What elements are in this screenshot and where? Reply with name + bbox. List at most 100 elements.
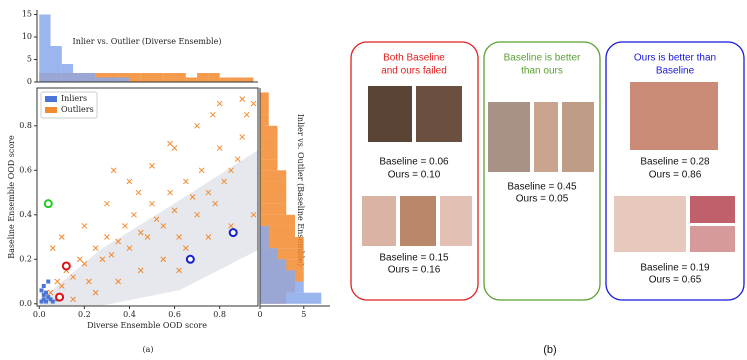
outlier-point bbox=[171, 145, 178, 151]
caption: Ours = 0.05 bbox=[516, 194, 569, 205]
outlier-point bbox=[160, 256, 167, 263]
hist-bar bbox=[61, 64, 74, 82]
hist-bar bbox=[174, 73, 186, 82]
legend-label: Inliers bbox=[61, 94, 87, 103]
outlier-point bbox=[144, 234, 151, 240]
y-axis-label: Baseline Ensemble OOD score bbox=[7, 135, 16, 259]
photo bbox=[630, 82, 718, 150]
x-tick-label: 0.6 bbox=[168, 310, 181, 319]
hist-bar bbox=[219, 77, 231, 82]
photo bbox=[690, 196, 735, 223]
hist-bar bbox=[260, 259, 287, 271]
density-band bbox=[40, 150, 258, 306]
hist-bar bbox=[260, 270, 295, 282]
top-hist-title: Inlier vs. Outlier (Diverse Ensemble) bbox=[73, 37, 222, 46]
outlier-point bbox=[137, 267, 144, 274]
caption: Baseline = 0.15 bbox=[379, 253, 449, 264]
outlier-point bbox=[212, 200, 219, 207]
y-tick-label: 10 bbox=[22, 32, 32, 41]
outlier-point bbox=[182, 178, 189, 185]
panel-b: Both Baseline and ours failed Baseline i… bbox=[350, 41, 745, 356]
hist-bar bbox=[260, 92, 269, 104]
outlier-point bbox=[171, 207, 178, 214]
hist-bar bbox=[260, 225, 295, 238]
hist-bar bbox=[152, 73, 164, 82]
group-box bbox=[483, 41, 601, 301]
outlier-point bbox=[160, 223, 167, 229]
outlier-point bbox=[126, 245, 133, 252]
group-title: Ours is better than bbox=[634, 53, 716, 64]
outlier-point bbox=[189, 194, 196, 200]
x-axis-label: Diverse Ensemble OOD score bbox=[87, 321, 207, 330]
photo bbox=[440, 196, 472, 246]
outlier-point bbox=[250, 211, 257, 218]
y-tick-label: 0 bbox=[27, 77, 32, 86]
outlier-point bbox=[81, 260, 88, 267]
outlier-point bbox=[176, 234, 182, 240]
outlier-point bbox=[115, 278, 122, 285]
outlier-point bbox=[115, 238, 122, 245]
caption: Baseline = 0.45 bbox=[507, 182, 577, 193]
caption: Ours = 0.10 bbox=[388, 170, 441, 181]
outlier-point bbox=[250, 100, 257, 107]
outlier-point bbox=[221, 178, 228, 185]
outlier-point bbox=[49, 245, 56, 252]
hist-bar bbox=[39, 14, 51, 82]
outlier-point bbox=[216, 100, 223, 107]
panel-label: (b) bbox=[543, 344, 556, 356]
highlight-circle bbox=[43, 199, 53, 209]
hist-bar bbox=[95, 77, 107, 82]
hist-bar bbox=[208, 73, 220, 82]
x-tick-label: 0.0 bbox=[33, 310, 46, 319]
hist-bar bbox=[260, 248, 278, 260]
outlier-point bbox=[108, 251, 115, 258]
photo bbox=[416, 86, 462, 142]
hist-bar bbox=[260, 125, 278, 137]
outlier-point bbox=[234, 156, 241, 163]
outlier-point bbox=[104, 234, 110, 240]
hist-bar bbox=[163, 73, 175, 82]
caption: Ours = 0.16 bbox=[388, 265, 441, 276]
caption: Ours = 0.86 bbox=[649, 170, 702, 181]
hist-bar bbox=[260, 170, 287, 182]
outlier-point bbox=[47, 289, 54, 296]
outlier-point bbox=[70, 296, 76, 303]
caption: Ours = 0.65 bbox=[649, 275, 702, 286]
group-box bbox=[605, 41, 745, 301]
hist-bar bbox=[260, 214, 295, 226]
highlight-circle bbox=[61, 261, 71, 271]
outlier-point bbox=[149, 163, 155, 169]
hist-bar bbox=[50, 46, 62, 82]
photo bbox=[562, 102, 594, 172]
hist-bar bbox=[140, 73, 153, 82]
photo bbox=[488, 102, 530, 172]
hist-bar bbox=[118, 77, 130, 82]
y-tick-label: 5 bbox=[27, 55, 32, 64]
inlier-point bbox=[39, 299, 44, 304]
group-title: and ours failed bbox=[381, 66, 447, 77]
x-tick-label: 0 bbox=[257, 310, 262, 319]
outlier-point bbox=[131, 211, 137, 218]
outlier-point bbox=[167, 140, 173, 147]
outlier-point bbox=[153, 216, 160, 223]
hist-bar bbox=[260, 237, 304, 249]
y-tick-label: 0.6 bbox=[19, 165, 32, 174]
outlier-point bbox=[54, 278, 61, 285]
caption: Baseline = 0.19 bbox=[640, 263, 710, 274]
inlier-point bbox=[39, 288, 44, 293]
outlier-point bbox=[86, 278, 92, 285]
y-tick-label: 0.8 bbox=[19, 121, 32, 130]
caption: Baseline = 0.06 bbox=[379, 157, 449, 168]
highlight-circle bbox=[185, 254, 195, 264]
outlier-point bbox=[99, 256, 106, 263]
x-tick-label: 0.8 bbox=[213, 310, 226, 319]
legend-swatch bbox=[45, 107, 57, 113]
hist-bar bbox=[260, 237, 269, 249]
highlight-circle bbox=[228, 228, 238, 238]
outlier-point bbox=[92, 289, 99, 296]
y-tick-label: 0.0 bbox=[19, 299, 32, 308]
outlier-point bbox=[149, 200, 155, 207]
outlier-point bbox=[239, 134, 246, 140]
outlier-point bbox=[216, 145, 223, 151]
outlier-point bbox=[182, 245, 189, 252]
